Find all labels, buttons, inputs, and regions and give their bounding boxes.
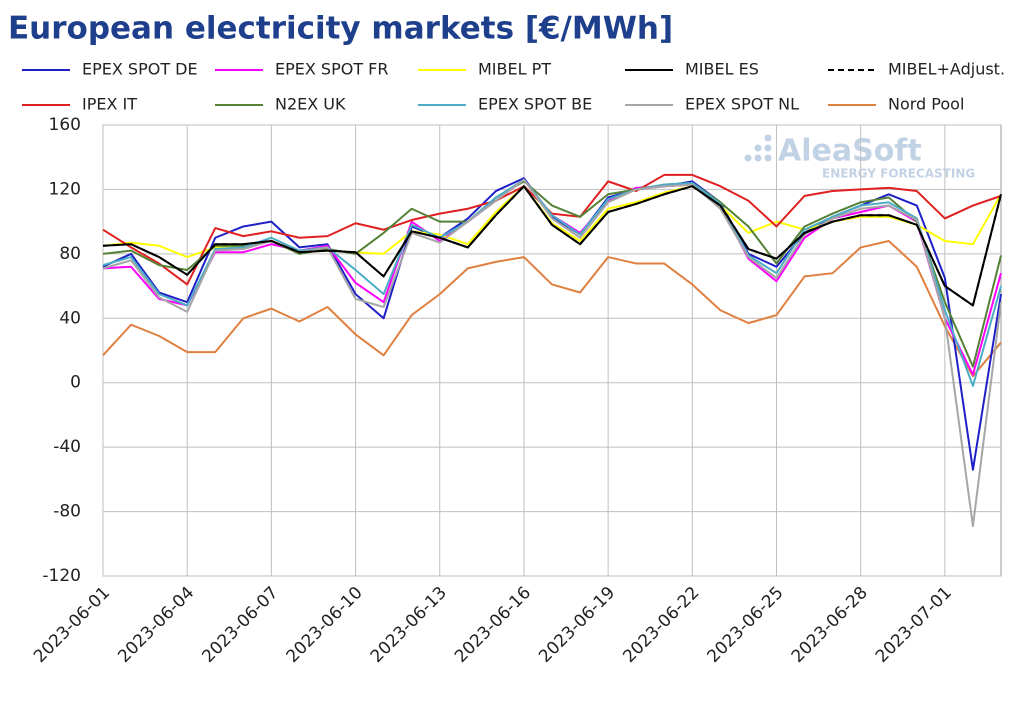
x-tick-label: 2023-06-01	[30, 583, 114, 667]
x-tick-label: 2023-06-19	[535, 583, 619, 667]
x-tick-label: 2023-06-10	[283, 583, 367, 667]
legend-label: EPEX SPOT BE	[478, 95, 592, 114]
x-tick-label: 2023-06-07	[198, 583, 282, 667]
series-line	[102, 239, 1002, 378]
logo-dot	[754, 154, 762, 162]
y-tick-label: 80	[59, 244, 81, 264]
legend-label: EPEX SPOT DE	[82, 60, 198, 79]
legend-label: MIBEL+Adjust.	[888, 60, 1005, 79]
logo-dot	[764, 154, 772, 162]
y-tick-label: 40	[59, 308, 81, 328]
watermark-brand: AleaSoft	[778, 134, 922, 169]
legend-label: IPEX IT	[82, 95, 137, 114]
series-line	[102, 180, 1002, 368]
legend-label: N2EX UK	[275, 95, 346, 114]
logo-dot	[764, 134, 772, 142]
x-tick-label: 2023-06-04	[114, 583, 198, 667]
plot-area	[102, 124, 1002, 577]
y-tick-label: 160	[49, 115, 81, 135]
series-line	[102, 185, 1002, 307]
x-tick-label: 2023-06-22	[619, 583, 703, 667]
x-tick-label: 2023-06-28	[788, 583, 872, 667]
y-tick-label: -120	[42, 566, 81, 586]
y-tick-label: 120	[49, 179, 81, 199]
x-tick-label: 2023-07-01	[872, 583, 956, 667]
logo-dot	[754, 144, 762, 152]
x-tick-label: 2023-06-16	[451, 583, 535, 667]
series-line	[102, 178, 1002, 528]
legend-label: MIBEL PT	[478, 60, 551, 79]
y-tick-label: -40	[53, 437, 81, 457]
y-tick-label: -80	[53, 502, 81, 522]
chart-title: European electricity markets [€/MWh]	[8, 11, 673, 47]
legend-label: EPEX SPOT NL	[685, 95, 799, 114]
x-tick-label: 2023-06-25	[704, 583, 788, 667]
watermark-tagline: ENERGY FORECASTING	[822, 167, 975, 181]
series-line	[102, 178, 1002, 387]
legend-label: EPEX SPOT FR	[275, 60, 389, 79]
logo-dot	[744, 154, 752, 162]
legend-label: MIBEL ES	[685, 60, 759, 79]
y-tick-label: 0	[70, 373, 81, 393]
legend-label: Nord Pool	[888, 95, 964, 114]
logo-dot	[764, 144, 772, 152]
watermark: AleaSoft ENERGY FORECASTING	[744, 134, 975, 181]
x-tick-label: 2023-06-13	[367, 583, 451, 667]
